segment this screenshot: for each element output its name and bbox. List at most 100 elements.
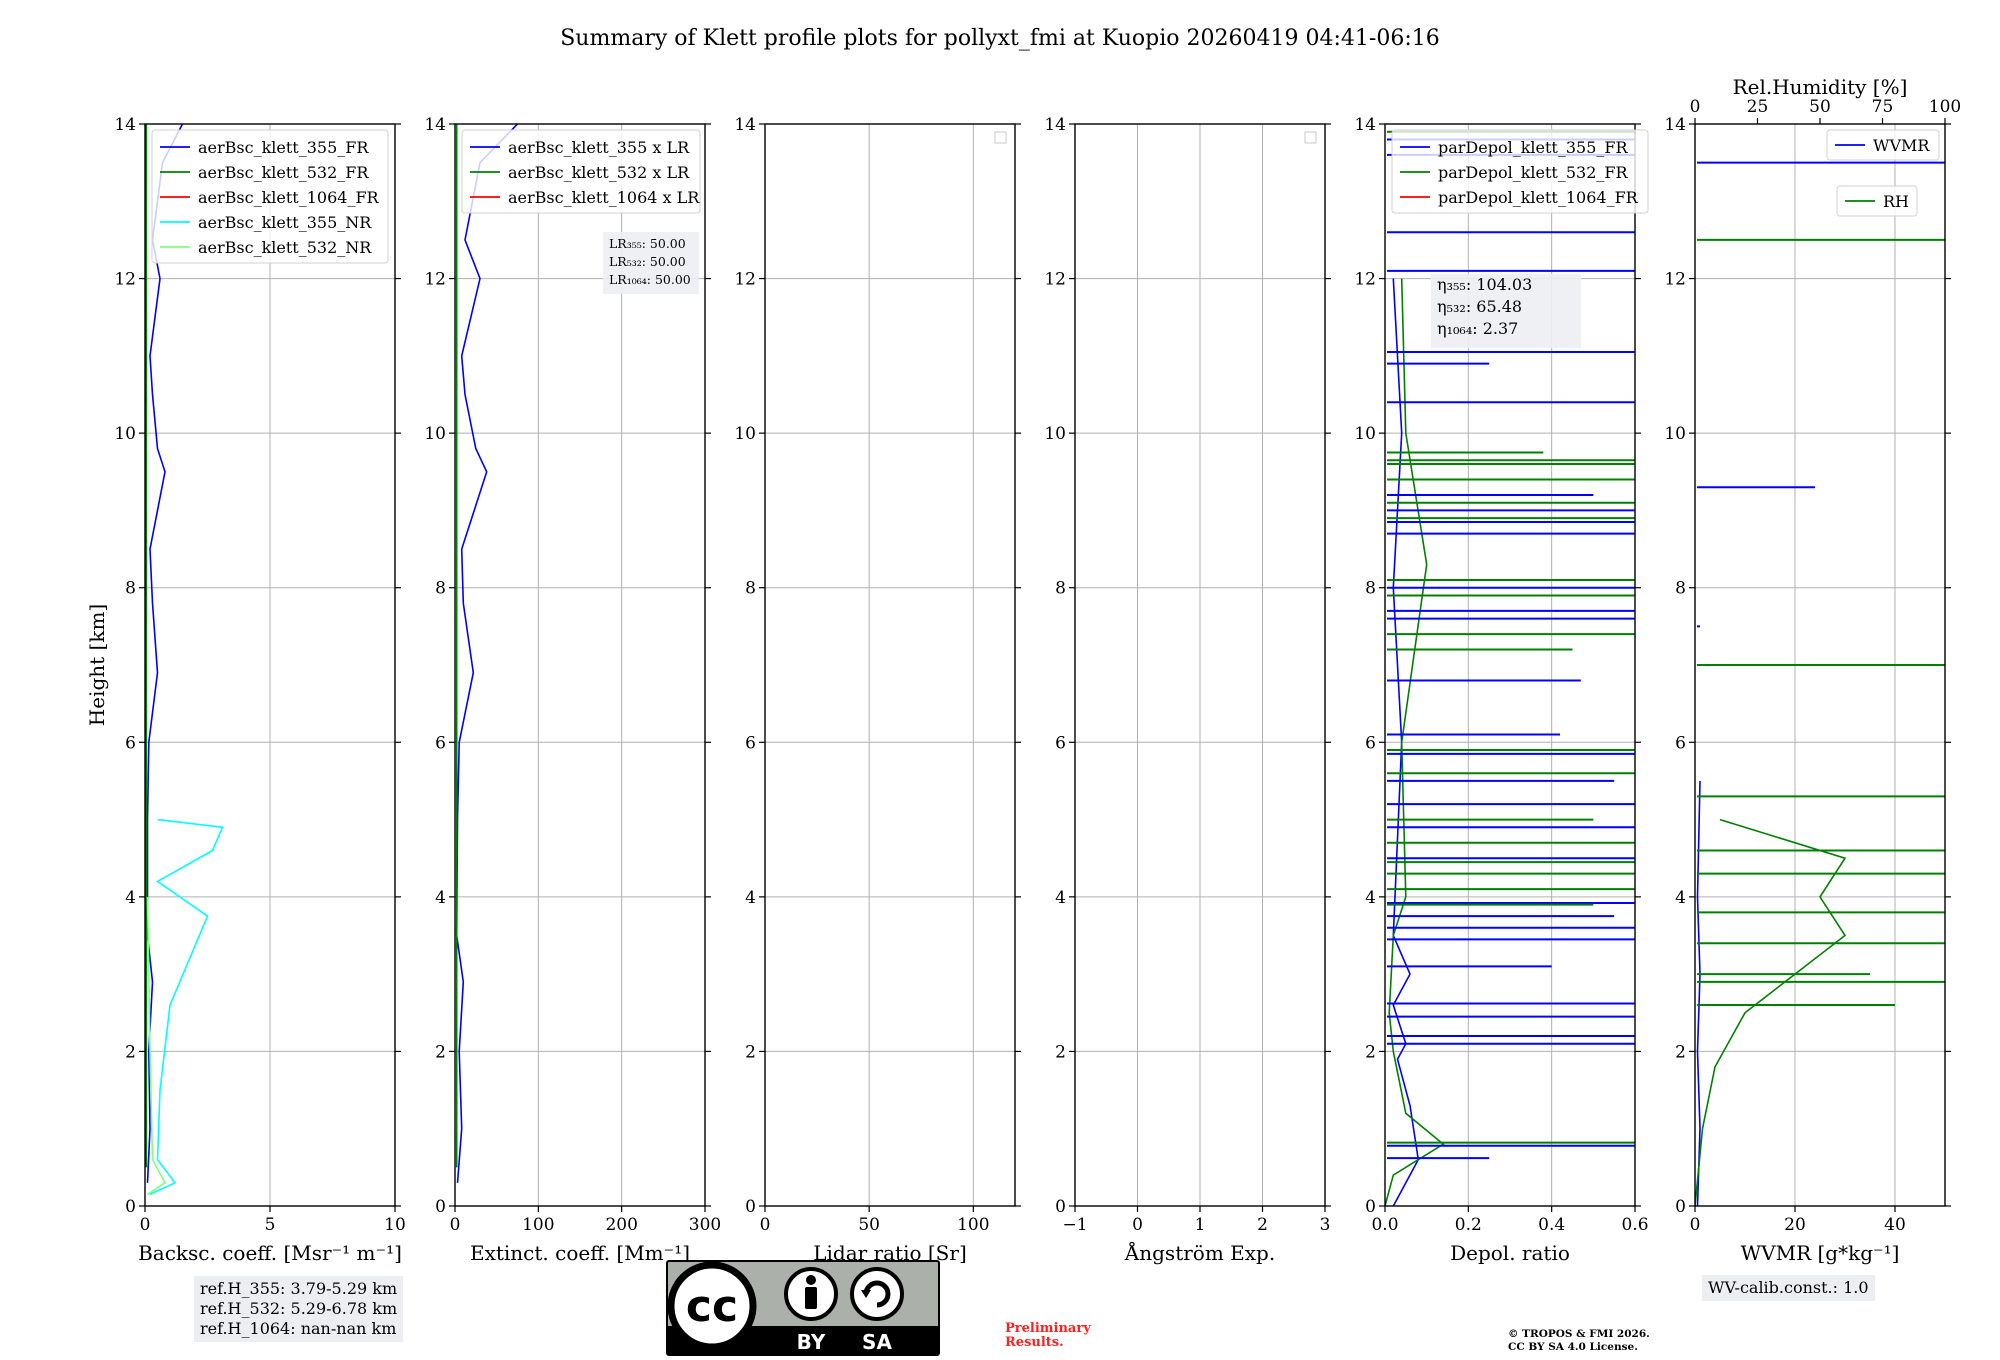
ytick-label: 10 xyxy=(424,424,446,444)
ytick-label: 6 xyxy=(745,733,756,753)
panel-bsc: 0 2 4 6 8 10 12 14 0 5 10 Backsc. coeff. [Msr⁻¹ m⁻¹… xyxy=(85,115,406,1265)
annotation-line: LR₃₅₅: 50.00 xyxy=(609,236,686,251)
ytick-label: 2 xyxy=(1675,1042,1686,1062)
ytick-label: 14 xyxy=(424,115,446,135)
ytick-label: 14 xyxy=(734,115,756,135)
svg-text:cc: cc xyxy=(686,1281,738,1332)
ytick-label: 12 xyxy=(114,270,136,290)
series-parDepol_klett_355_FR xyxy=(1392,278,1420,1206)
sa-icon xyxy=(850,1267,904,1321)
ytick-label: 14 xyxy=(114,115,136,135)
legend-label: RH xyxy=(1883,192,1909,211)
xtick-label: 300 xyxy=(689,1215,721,1235)
legend-box xyxy=(151,129,389,264)
ytick-label: 12 xyxy=(1354,270,1376,290)
copyright-line-1: © TROPOS & FMI 2026. xyxy=(1508,1328,1650,1340)
ytick-label: 0 xyxy=(125,1197,136,1217)
reference-height-box: ref.H_355: 3.79-5.29 km ref.H_532: 5.29-… xyxy=(194,1276,404,1342)
ytick-label: 6 xyxy=(435,733,446,753)
empty-legend-box xyxy=(1304,131,1317,144)
series-aerBsc_klett_355_NR xyxy=(149,818,224,1196)
legend-label: aerBsc_klett_1064_FR xyxy=(198,188,380,207)
ytick-label: 12 xyxy=(1664,270,1686,290)
xtick-label: 200 xyxy=(605,1215,637,1235)
ytick-label: 6 xyxy=(1055,733,1066,753)
axes-frame xyxy=(764,123,1016,1207)
ytick-label: 10 xyxy=(114,424,136,444)
annotation-line: η₃₅₅: 104.03 xyxy=(1437,275,1532,294)
xtick-label: 20 xyxy=(1784,1215,1806,1235)
series-group xyxy=(1695,161,1945,1206)
ytick-label: 8 xyxy=(1365,579,1376,599)
ytick-label: 2 xyxy=(125,1042,136,1062)
preliminary-results-note: Preliminary Results. xyxy=(1005,1322,1091,1350)
annotation-line: η₅₃₂: 65.48 xyxy=(1437,297,1522,316)
ytick-label: 2 xyxy=(1055,1042,1066,1062)
legend-label: aerBsc_klett_532_FR xyxy=(198,163,369,182)
wv-calib-constant: WV-calib.const.: 1.0 xyxy=(1708,1278,1869,1297)
ytick-label: 14 xyxy=(1044,115,1066,135)
x-axis-top-label: Rel.Humidity [%] xyxy=(1733,75,1908,99)
y-axis-label: Height [km] xyxy=(85,604,109,726)
legend-box xyxy=(461,129,701,214)
series-WVMR xyxy=(1696,780,1701,1206)
legend-label: WVMR xyxy=(1873,136,1930,155)
legend-label: aerBsc_klett_1064 x LR xyxy=(508,188,700,207)
xtick-label: 2 xyxy=(1257,1215,1268,1235)
annotation-line: η₁₀₆₄: 2.37 xyxy=(1437,319,1518,338)
xtick-label: 0.6 xyxy=(1621,1215,1648,1235)
legend-label: aerBsc_klett_355_NR xyxy=(198,213,372,232)
preliminary-line-1: Preliminary xyxy=(1005,1321,1091,1336)
ytick-label: 6 xyxy=(1675,733,1686,753)
ytick-label: 8 xyxy=(1675,579,1686,599)
panel-dep: 0 2 4 6 8 10 12 14 0.0 0.2 0.4 0.6 Depol. ratio parDe… xyxy=(1354,115,1648,1265)
ytick-label: 8 xyxy=(1055,579,1066,599)
xtick-label: −1 xyxy=(1062,1215,1087,1235)
xtick-label: 0.2 xyxy=(1455,1215,1482,1235)
wv-calib-box: WV-calib.const.: 1.0 xyxy=(1702,1275,1875,1301)
ytick-label: 14 xyxy=(1354,115,1376,135)
xtick-label: 40 xyxy=(1884,1215,1906,1235)
xtick-label: 0.0 xyxy=(1371,1215,1398,1235)
ytick-label: 6 xyxy=(1365,733,1376,753)
ytick-label: 2 xyxy=(745,1042,756,1062)
ytick-label: 2 xyxy=(435,1042,446,1062)
annotation-box xyxy=(603,232,699,294)
xtick-label: 0.4 xyxy=(1538,1215,1565,1235)
xtick-top-label: 25 xyxy=(1747,97,1769,117)
ytick-label: 8 xyxy=(435,579,446,599)
ytick-label: 6 xyxy=(125,733,136,753)
preliminary-line-2: Results. xyxy=(1005,1335,1064,1350)
ref-height-355: ref.H_355: 3.79-5.29 km xyxy=(200,1279,398,1298)
x-axis-label: Backsc. coeff. [Msr⁻¹ m⁻¹] xyxy=(138,1241,402,1265)
legend-label: aerBsc_klett_532_NR xyxy=(198,238,372,257)
xtick-label: 3 xyxy=(1320,1215,1331,1235)
ytick-label: 0 xyxy=(745,1197,756,1217)
svg-text:BY: BY xyxy=(797,1330,826,1354)
ytick-label: 4 xyxy=(745,888,756,908)
ytick-label: 10 xyxy=(1044,424,1066,444)
xtick-top-label: 50 xyxy=(1809,97,1831,117)
series-aerBsc_klett_355_FR xyxy=(146,124,184,1183)
annotation-box xyxy=(1431,274,1581,348)
legend-box xyxy=(1826,129,1940,161)
x-axis-label: Depol. ratio xyxy=(1450,1241,1570,1265)
ytick-label: 10 xyxy=(734,424,756,444)
xtick-top-label: 0 xyxy=(1690,97,1701,117)
ytick-label: 4 xyxy=(125,888,136,908)
ref-height-1064: ref.H_1064: nan-nan km xyxy=(200,1319,397,1338)
x-axis-label: Ångström Exp. xyxy=(1124,1240,1275,1265)
xtick-top-label: 75 xyxy=(1872,97,1894,117)
xtick-label: 100 xyxy=(957,1215,989,1235)
xtick-label: 0 xyxy=(450,1215,461,1235)
axes-frame xyxy=(454,123,706,1207)
xtick-label: 100 xyxy=(522,1215,554,1235)
axes-frame xyxy=(1384,123,1636,1207)
legend-label: parDepol_klett_532_FR xyxy=(1438,163,1629,182)
panel-ext: 0 2 4 6 8 10 12 14 0 100 200 300 Extinct. coeff. [Mm… xyxy=(424,115,721,1265)
series-aerBsc_klett_532_NR xyxy=(146,896,167,1196)
